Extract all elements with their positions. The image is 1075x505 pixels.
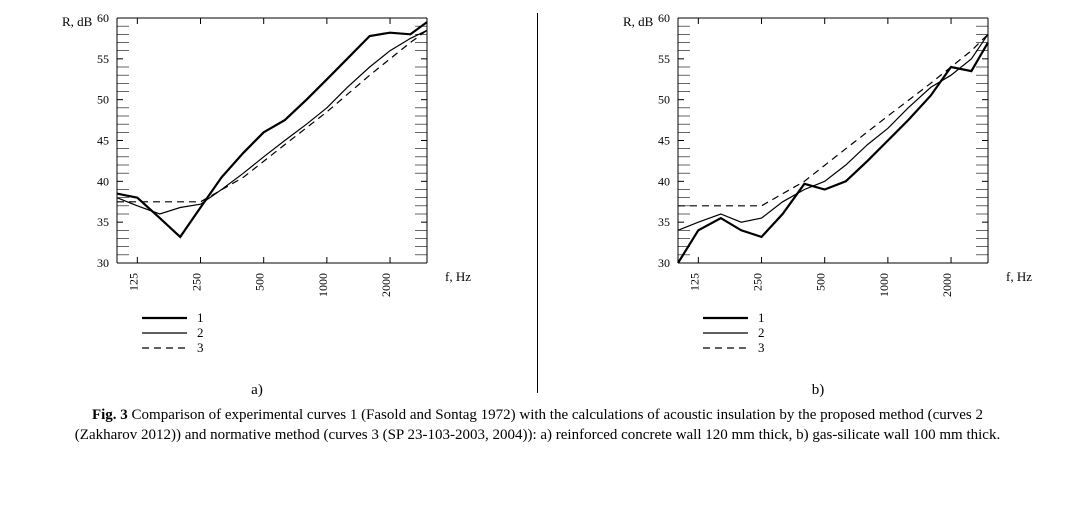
chart-b-block: 30 35 40 45 50 55 60 R, dB 125 250 500 1000 2000 f, H… (568, 8, 1068, 399)
figure-3: 30354045505560R, dB12525050010002000f, H… (0, 0, 1075, 505)
svg-text:2: 2 (197, 325, 204, 340)
chart-b: 30 35 40 45 50 55 60 R, dB 125 250 500 1000 2000 f, H… (568, 8, 1068, 378)
svg-text:250: 250 (190, 273, 204, 291)
svg-text:250: 250 (751, 273, 765, 291)
chart-a-sublabel: a) (251, 382, 263, 399)
svg-text:1: 1 (197, 310, 204, 325)
svg-text:3: 3 (758, 340, 765, 355)
svg-text:55: 55 (97, 52, 109, 66)
panel-divider (537, 13, 538, 393)
svg-text:3: 3 (197, 340, 204, 355)
svg-text:45: 45 (97, 134, 109, 148)
svg-text:50: 50 (97, 93, 109, 107)
svg-text:500: 500 (253, 273, 267, 291)
svg-text:35: 35 (97, 215, 109, 229)
svg-text:1000: 1000 (877, 273, 891, 297)
svg-text:1000: 1000 (316, 273, 330, 297)
svg-text:2: 2 (758, 325, 765, 340)
svg-text:125: 125 (126, 273, 140, 291)
svg-text:2000: 2000 (940, 273, 954, 297)
chart-a-block: 30 35 40 45 50 55 60 R, dB 125 250 500 1000 2000 f, H… (7, 8, 507, 399)
svg-text:45: 45 (658, 134, 670, 148)
svg-text:35: 35 (658, 215, 670, 229)
svg-text:R, dB: R, dB (623, 14, 654, 29)
svg-text:2000: 2000 (379, 273, 393, 297)
charts-row: 30354045505560R, dB12525050010002000f, H… (0, 0, 1075, 399)
svg-text:R, dB: R, dB (62, 14, 93, 29)
svg-text:f, Hz: f, Hz (445, 269, 471, 284)
chart-b-sublabel: b) (812, 382, 825, 399)
svg-text:30: 30 (97, 256, 109, 270)
svg-text:40: 40 (658, 174, 670, 188)
svg-text:30: 30 (658, 256, 670, 270)
svg-text:60: 60 (658, 11, 670, 25)
svg-text:40: 40 (97, 174, 109, 188)
chart-a: 30 35 40 45 50 55 60 R, dB 125 250 500 1000 2000 f, H… (7, 8, 507, 378)
svg-text:55: 55 (658, 52, 670, 66)
svg-text:1: 1 (758, 310, 765, 325)
svg-text:125: 125 (687, 273, 701, 291)
figure-caption: Fig. 3 Comparison of experimental curves… (0, 399, 1075, 446)
svg-text:f, Hz: f, Hz (1006, 269, 1032, 284)
svg-text:60: 60 (97, 11, 109, 25)
svg-text:50: 50 (658, 93, 670, 107)
svg-text:500: 500 (814, 273, 828, 291)
